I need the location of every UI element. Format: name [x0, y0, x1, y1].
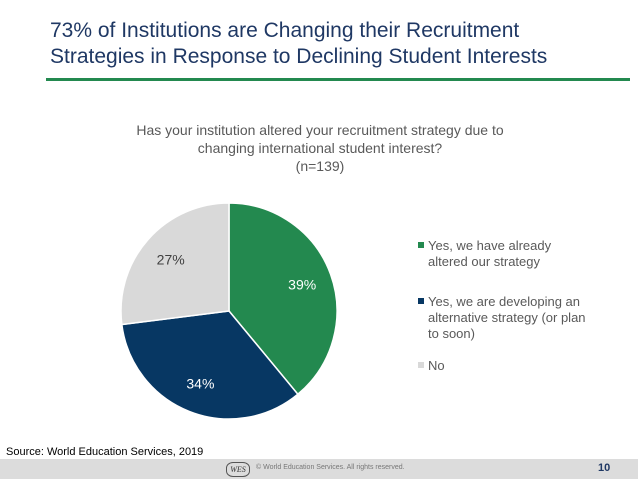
chart-question-line: changing international student interest?: [197, 140, 443, 156]
copyright-text: © World Education Services. All rights r…: [256, 464, 405, 471]
legend-label: Yes, we are developing an: [428, 294, 581, 309]
legend-label: altered our strategy: [428, 254, 541, 269]
legend-swatch: [418, 362, 424, 368]
chart-question: Has your institution altered your recrui…: [60, 121, 580, 175]
pie-data-label: 27%: [157, 252, 185, 268]
chart-question-line: Has your institution altered your recrui…: [136, 122, 504, 138]
legend-item: Yes, we are developing an alternative str…: [418, 294, 633, 342]
slide-title-line: 73% of Institutions are Changing their R…: [50, 19, 520, 42]
chart-question-line: (n=139): [295, 158, 345, 174]
pie-slice-no: [120, 202, 230, 326]
legend-item: Yes, we have already altered our strategy: [418, 238, 633, 270]
legend-label: No: [428, 358, 445, 373]
pie-data-label: 34%: [186, 375, 214, 391]
pie-slice-developing: [121, 310, 299, 420]
title-rule: [46, 78, 630, 81]
slide-title-line: Strategies in Response to Declining Stud…: [50, 45, 548, 68]
source-note: Source: World Education Services, 2019: [6, 446, 204, 458]
page-number: 10: [598, 462, 611, 474]
legend-swatch: [418, 298, 424, 304]
pie-data-label: 39%: [288, 277, 316, 293]
pie-chart: 39% 34% 27%: [120, 202, 338, 420]
legend-label: Yes, we have already: [428, 238, 552, 253]
legend-item: No: [418, 358, 633, 374]
pie-slice-already-altered: [228, 202, 338, 396]
slide-title: 73% of Institutions are Changing their R…: [50, 18, 610, 70]
legend-swatch: [418, 242, 424, 248]
legend-label: alternative strategy (or plan: [428, 310, 586, 325]
legend-label: to soon): [428, 326, 475, 341]
wes-logo: WES: [226, 462, 250, 477]
footer-bar: WES © World Education Services. All righ…: [0, 459, 638, 479]
